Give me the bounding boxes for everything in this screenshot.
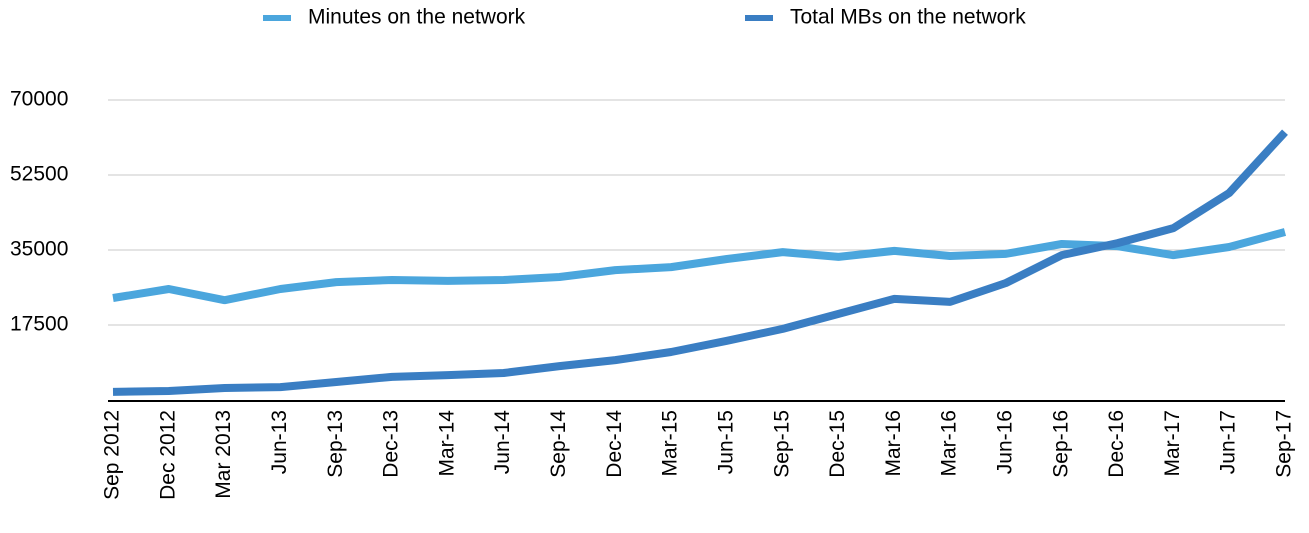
x-tick-label: Dec-13	[380, 410, 403, 478]
x-tick-label: Jun-17	[1217, 410, 1240, 474]
y-tick-label: 17500	[10, 313, 68, 336]
x-tick-label: Mar-16	[938, 410, 961, 477]
x-tick-label: Sep-14	[547, 410, 570, 478]
x-tick-label: Dec 2012	[156, 410, 179, 500]
x-tick-label: Dec-15	[826, 410, 849, 478]
x-tick-label: Mar-16	[882, 410, 905, 477]
line-series	[112, 129, 1288, 396]
y-tick-label: 52500	[10, 163, 68, 186]
x-tick-label: Sep-17	[1273, 410, 1296, 478]
x-tick-label: Jun-16	[993, 410, 1016, 474]
x-tick-label: Sep-13	[324, 410, 347, 478]
x-tick-label: Sep-15	[770, 410, 793, 478]
x-tick-label: Jun-14	[491, 410, 514, 475]
x-tick-label: Mar-17	[1161, 410, 1184, 477]
x-tick-label: Sep 2012	[101, 410, 124, 500]
x-tick-label: Dec-14	[603, 410, 626, 478]
legend-label: Total MBs on the network	[790, 6, 1026, 29]
y-tick-label: 35000	[10, 238, 68, 261]
x-tick-label: Dec-16	[1105, 410, 1128, 478]
x-tick-label: Mar-15	[659, 410, 682, 477]
legend-label: Minutes on the network	[308, 6, 526, 29]
y-tick-label: 70000	[10, 88, 68, 111]
x-tick-label: Mar-14	[435, 410, 458, 477]
x-tick-label: Jun-13	[268, 410, 291, 474]
x-tick-label: Jun-15	[714, 410, 737, 474]
x-tick-label: Sep-16	[1049, 410, 1072, 478]
x-tick-label: Mar 2013	[212, 410, 235, 499]
